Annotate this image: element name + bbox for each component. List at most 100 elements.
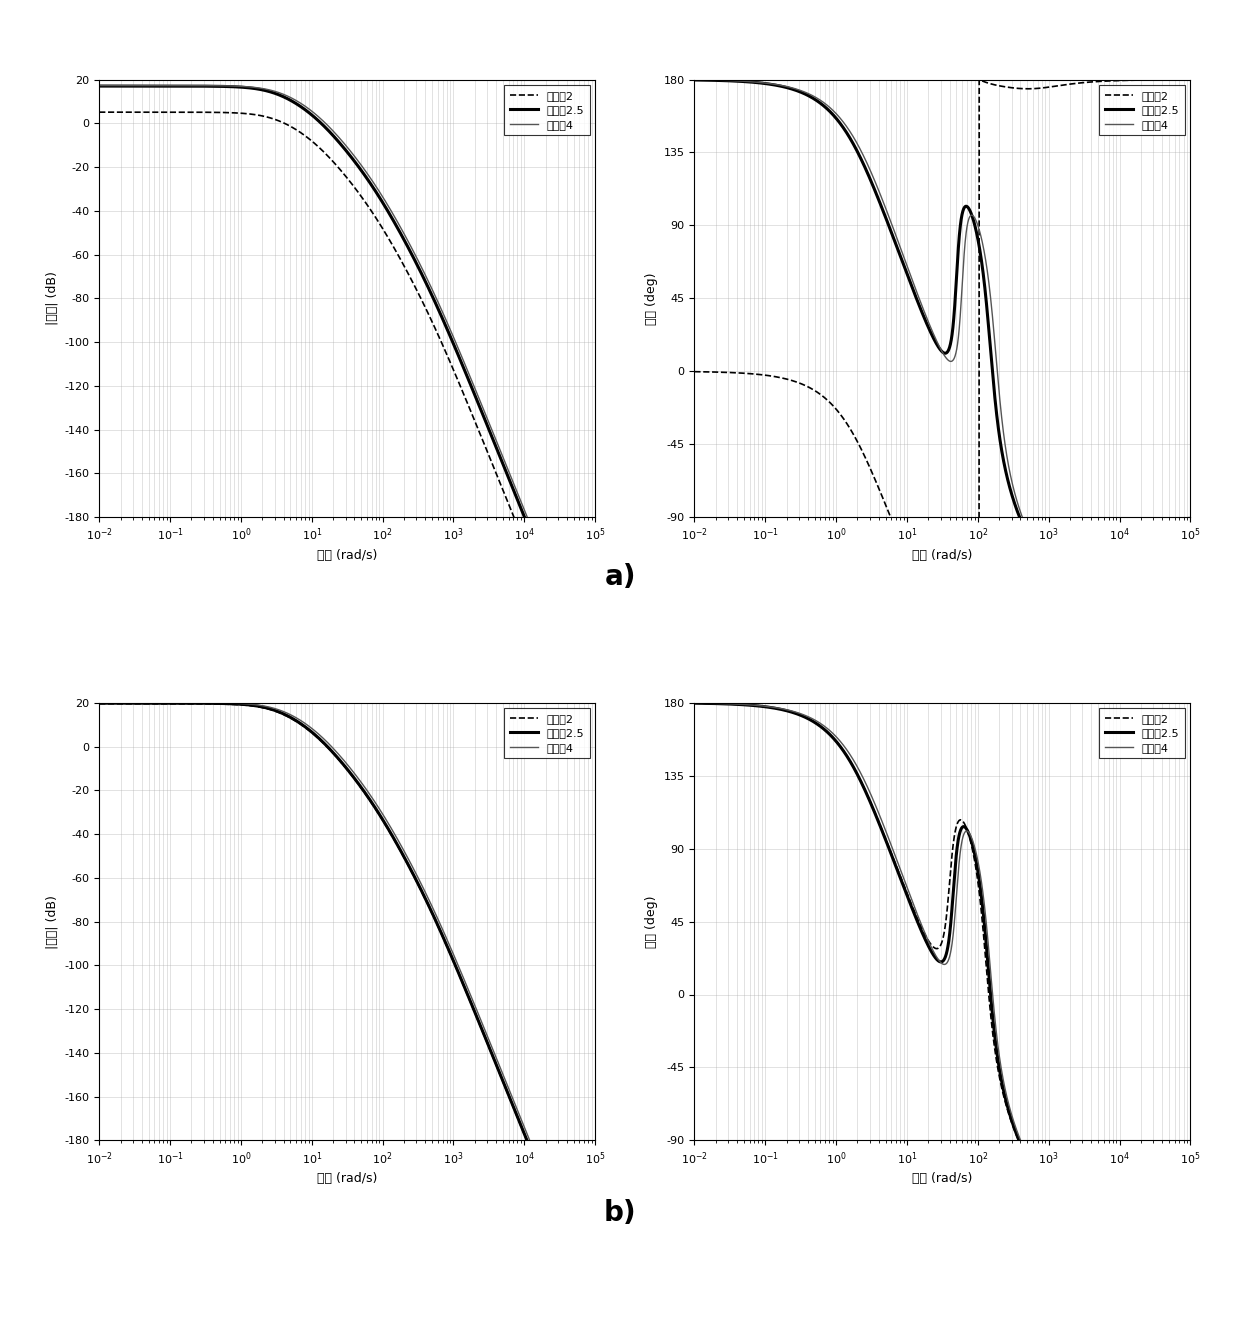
马赫数2.5 (877, 829, 892, 845)
X-axis label: 频率 (rad/s): 频率 (rad/s) (913, 549, 972, 562)
马赫数2.5 (149, 695, 164, 711)
X-axis label: 频率 (rad/s): 频率 (rad/s) (317, 549, 377, 562)
马赫数4 (687, 72, 702, 88)
马赫数2.5 (744, 697, 759, 713)
Legend: 马赫数2, 马赫数2.5, 马赫数4: 马赫数2, 马赫数2.5, 马赫数4 (1100, 708, 1185, 758)
马赫数2 (773, 370, 787, 386)
马赫数2 (525, 1146, 539, 1162)
马赫数2.5 (525, 528, 539, 544)
马赫数4 (177, 695, 192, 711)
马赫数2 (281, 118, 296, 134)
马赫数4 (773, 77, 787, 93)
马赫数2 (281, 709, 296, 725)
马赫数2 (1173, 1134, 1188, 1150)
马赫数2.5 (1049, 1176, 1064, 1192)
马赫数4 (1183, 1134, 1198, 1150)
马赫数2 (578, 686, 593, 701)
马赫数4 (1050, 1177, 1065, 1193)
马赫数2 (687, 695, 702, 711)
马赫数4 (744, 74, 759, 90)
Line: 马赫数2.5: 马赫数2.5 (99, 703, 595, 1309)
马赫数2.5 (304, 724, 319, 740)
Line: 马赫数2: 马赫数2 (694, 80, 1190, 663)
马赫数2.5 (744, 74, 759, 90)
马赫数4 (1120, 520, 1135, 536)
马赫数2.5 (92, 78, 107, 94)
马赫数2 (578, 1277, 593, 1293)
马赫数2.5 (281, 91, 296, 107)
马赫数4 (1183, 511, 1198, 526)
马赫数4 (1120, 1142, 1135, 1158)
马赫数2.5 (92, 695, 107, 711)
Y-axis label: |幅值| (dB): |幅值| (dB) (46, 895, 58, 948)
马赫数2 (177, 696, 192, 712)
马赫数2.5 (1183, 511, 1198, 526)
马赫数4 (92, 695, 107, 711)
Y-axis label: |幅值| (dB): |幅值| (dB) (46, 272, 58, 325)
马赫数2.5 (687, 695, 702, 711)
Y-axis label: 相位 (deg): 相位 (deg) (645, 272, 658, 325)
马赫数2.5 (525, 1144, 539, 1160)
马赫数2.5 (304, 106, 319, 122)
马赫数4 (1173, 1134, 1188, 1150)
马赫数2.5 (1120, 1142, 1135, 1158)
马赫数2.5 (149, 78, 164, 94)
马赫数2.5 (687, 72, 702, 88)
Line: 马赫数4: 马赫数4 (99, 86, 595, 684)
马赫数2 (899, 883, 914, 899)
马赫数4 (1053, 557, 1068, 573)
马赫数2 (744, 697, 759, 713)
马赫数2 (177, 105, 192, 121)
马赫数2.5 (578, 1277, 593, 1293)
马赫数2 (899, 548, 914, 564)
X-axis label: 频率 (rad/s): 频率 (rad/s) (317, 1172, 377, 1185)
马赫数2.5 (281, 709, 296, 725)
马赫数2 (1120, 73, 1135, 89)
马赫数2 (588, 1302, 603, 1318)
马赫数2 (304, 133, 319, 149)
Line: 马赫数2.5: 马赫数2.5 (694, 703, 1190, 1184)
马赫数4 (899, 256, 914, 272)
马赫数4 (877, 198, 892, 213)
马赫数4 (281, 89, 296, 105)
Line: 马赫数4: 马赫数4 (694, 703, 1190, 1185)
马赫数4 (899, 876, 914, 892)
马赫数4 (525, 1138, 539, 1154)
Line: 马赫数2: 马赫数2 (694, 703, 1190, 1183)
马赫数4 (773, 700, 787, 716)
马赫数2 (877, 495, 892, 511)
马赫数4 (588, 676, 603, 692)
Text: b): b) (604, 1199, 636, 1228)
马赫数4 (304, 102, 319, 118)
马赫数2 (972, 72, 987, 88)
马赫数2 (304, 724, 319, 740)
马赫数2 (773, 701, 787, 717)
马赫数2.5 (588, 684, 603, 700)
马赫数2.5 (177, 695, 192, 711)
马赫数4 (149, 695, 164, 711)
马赫数2 (1120, 1140, 1135, 1156)
马赫数2 (92, 696, 107, 712)
马赫数4 (578, 652, 593, 668)
Line: 马赫数2.5: 马赫数2.5 (694, 80, 1190, 564)
马赫数2 (92, 105, 107, 121)
马赫数2 (744, 366, 759, 382)
马赫数4 (578, 1270, 593, 1286)
Y-axis label: 相位 (deg): 相位 (deg) (645, 895, 658, 948)
马赫数2 (149, 696, 164, 712)
马赫数4 (877, 819, 892, 835)
马赫数4 (1173, 511, 1188, 526)
马赫数2.5 (773, 78, 787, 94)
马赫数2 (1173, 72, 1188, 88)
马赫数4 (687, 695, 702, 711)
马赫数2.5 (899, 264, 914, 280)
Legend: 马赫数2, 马赫数2.5, 马赫数4: 马赫数2, 马赫数2.5, 马赫数4 (505, 708, 590, 758)
Legend: 马赫数2, 马赫数2.5, 马赫数4: 马赫数2, 马赫数2.5, 马赫数4 (505, 85, 590, 135)
Text: a): a) (604, 562, 636, 591)
马赫数2.5 (1183, 1134, 1198, 1150)
马赫数2.5 (578, 660, 593, 676)
马赫数4 (149, 78, 164, 94)
X-axis label: 频率 (rad/s): 频率 (rad/s) (913, 1172, 972, 1185)
马赫数2 (525, 554, 539, 570)
马赫数4 (744, 697, 759, 713)
